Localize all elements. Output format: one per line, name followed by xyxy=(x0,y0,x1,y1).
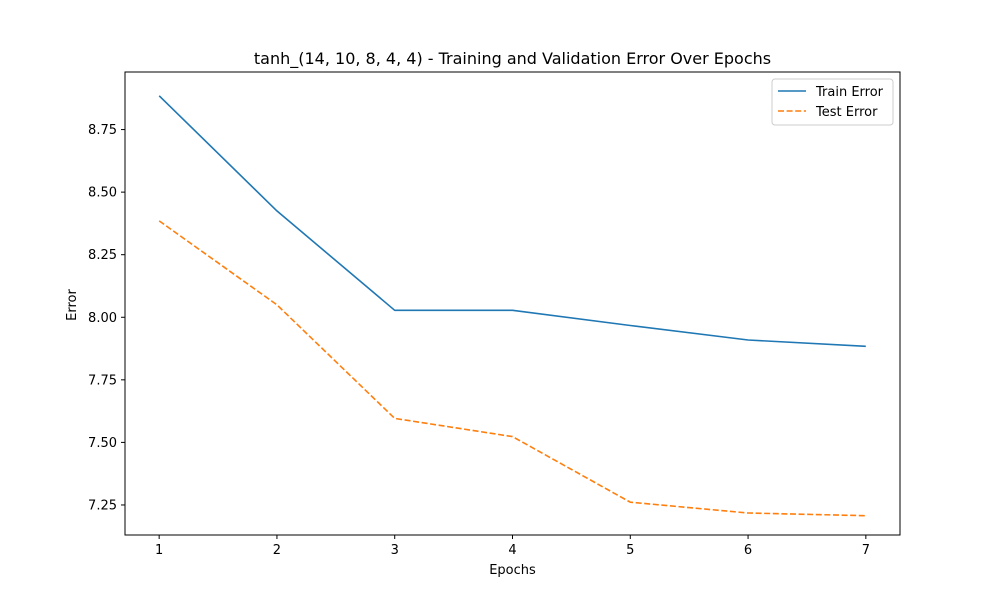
y-axis: 7.25 7.50 7.75 8.00 8.25 8.50 8.75 xyxy=(88,123,125,513)
x-axis: 1 2 3 4 5 6 7 xyxy=(155,535,870,558)
legend-label: Train Error xyxy=(815,85,884,100)
x-axis-label: Epochs xyxy=(489,563,536,578)
legend: Train Error Test Error xyxy=(771,78,894,126)
y-tick-label: 8.25 xyxy=(88,248,117,263)
legend-label: Test Error xyxy=(815,105,878,120)
y-axis-label: Error xyxy=(65,289,80,321)
x-tick-label: 4 xyxy=(508,543,516,558)
y-tick-label: 7.25 xyxy=(88,498,117,513)
x-tick-label: 3 xyxy=(391,543,399,558)
series-layer xyxy=(158,95,866,517)
y-tick-label: 8.50 xyxy=(88,186,117,201)
x-tick-label: 2 xyxy=(273,543,281,558)
x-tick-label: 7 xyxy=(862,543,870,558)
x-tick-label: 1 xyxy=(155,543,163,558)
y-tick-label: 7.50 xyxy=(88,436,117,451)
chart-title: tanh_(14, 10, 8, 4, 4) - Training and Va… xyxy=(254,49,771,69)
x-tick-label: 5 xyxy=(626,543,634,558)
x-tick-label: 6 xyxy=(744,543,752,558)
test-error-line xyxy=(158,220,866,517)
train-error-line xyxy=(158,95,866,348)
y-tick-label: 8.75 xyxy=(88,123,117,138)
y-tick-label: 7.75 xyxy=(88,373,117,388)
y-tick-label: 8.00 xyxy=(88,311,117,326)
